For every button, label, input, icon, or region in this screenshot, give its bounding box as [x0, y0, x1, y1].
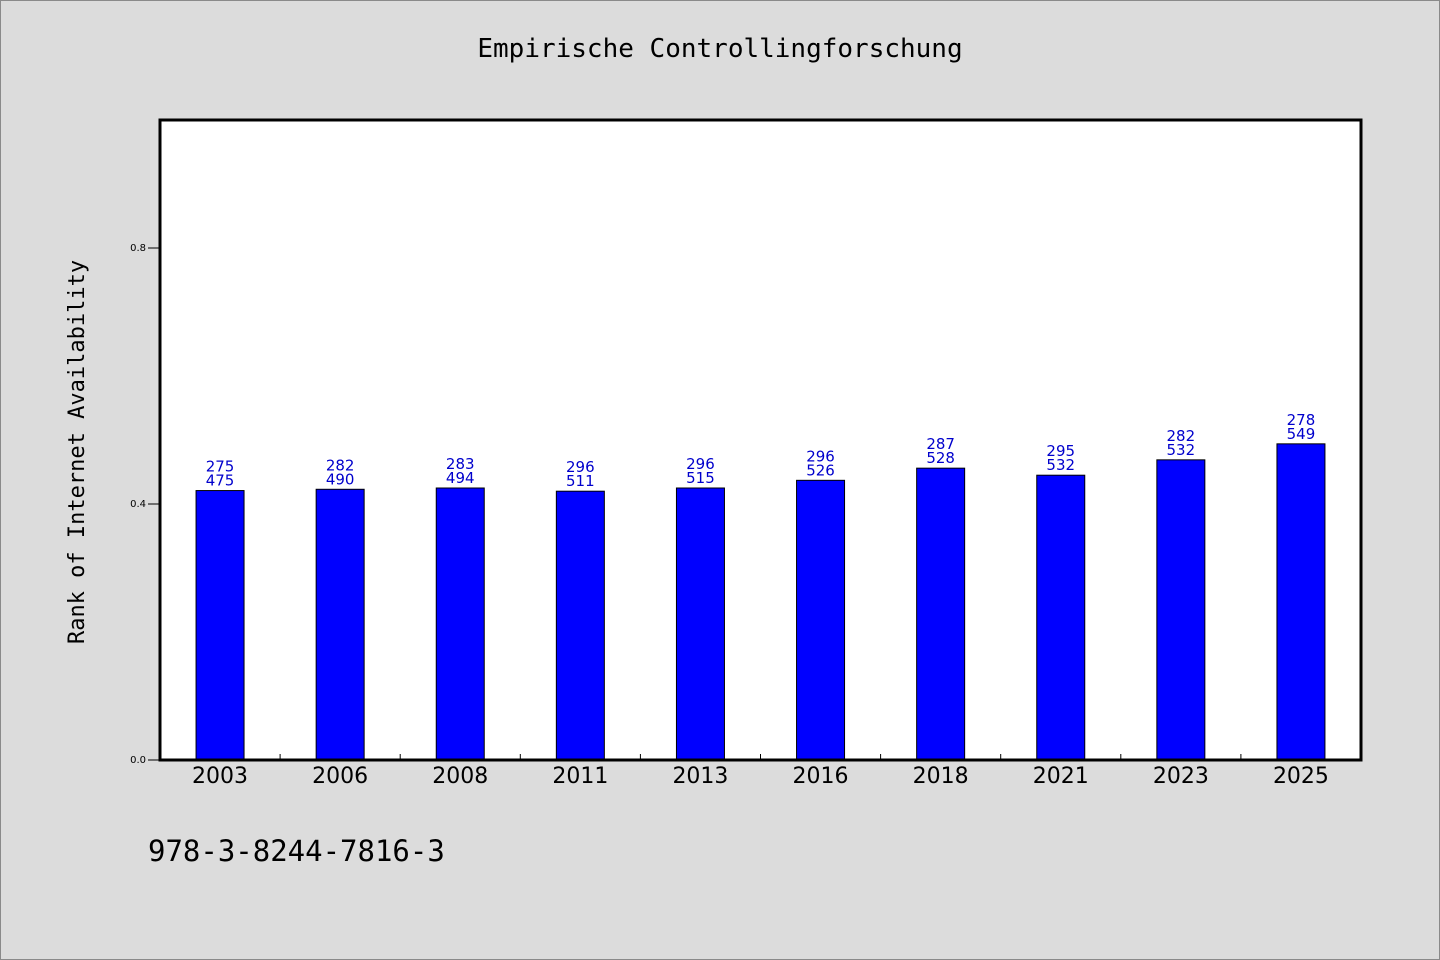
bar-2016	[796, 479, 846, 761]
data-label-bottom-2018: 528	[926, 449, 955, 467]
x-tick-label-2008: 2008	[432, 764, 488, 789]
y-tick-label-0.0: 0.0	[130, 755, 146, 766]
x-tick-label-2021: 2021	[1033, 764, 1089, 789]
data-label-bottom-2006: 490	[326, 470, 355, 488]
bar-2021	[1036, 474, 1086, 761]
data-label-bottom-2013: 515	[686, 469, 715, 487]
data-label-top-2006: 282	[326, 456, 355, 474]
y-tick-label-0.8: 0.8	[130, 243, 146, 254]
chart-title: Empirische Controllingforschung	[477, 34, 963, 64]
bar-2008	[435, 487, 485, 761]
axes-group: 2003 2006 2008 2011 2013 2016 2018 2021 2023 2025…	[130, 243, 1329, 789]
data-label-bottom-2025: 549	[1287, 425, 1316, 443]
y-tick-label-0.4: 0.4	[130, 499, 146, 510]
x-tick-label-2013: 2013	[672, 764, 728, 789]
data-label-bottom-2011: 511	[566, 472, 595, 490]
plot-border	[158, 118, 1363, 762]
data-label-top-2003: 275	[206, 458, 235, 476]
data-label-top-2011: 296	[566, 458, 595, 476]
data-label-top-2023: 282	[1167, 427, 1196, 445]
footer-isbn: 978-3-8244-7816-3	[148, 834, 445, 868]
data-label-bottom-2008: 494	[446, 469, 475, 487]
bar-2011	[555, 490, 605, 761]
x-tick-label-2006: 2006	[312, 764, 368, 789]
bar-2006	[315, 488, 365, 761]
data-label-bottom-2003: 475	[206, 472, 235, 490]
data-label-bottom-2021: 532	[1046, 456, 1075, 474]
bar-2025	[1276, 443, 1326, 761]
y-axis-label: Rank of Internet Availability	[65, 260, 90, 644]
x-tick-label-2018: 2018	[913, 764, 969, 789]
data-labels-group: 2754752824902834942965112965152965262875…	[206, 411, 1316, 490]
data-label-top-2021: 295	[1046, 442, 1075, 460]
data-label-bottom-2016: 526	[806, 461, 835, 479]
x-tick-label-2011: 2011	[552, 764, 608, 789]
bars-group	[195, 443, 1326, 761]
data-label-bottom-2023: 532	[1167, 441, 1196, 459]
data-label-top-2025: 278	[1287, 411, 1316, 429]
bar-2003	[195, 490, 245, 761]
x-tick-label-2016: 2016	[793, 764, 849, 789]
bar-2013	[675, 487, 725, 761]
data-label-top-2013: 296	[686, 455, 715, 473]
x-tick-label-2003: 2003	[192, 764, 248, 789]
data-label-top-2016: 296	[806, 447, 835, 465]
data-label-top-2018: 287	[926, 435, 955, 453]
data-label-top-2008: 283	[446, 455, 475, 473]
x-tick-label-2023: 2023	[1153, 764, 1209, 789]
x-tick-label-2025: 2025	[1273, 764, 1329, 789]
bar-2018	[916, 467, 966, 761]
bar-2023	[1156, 459, 1206, 761]
